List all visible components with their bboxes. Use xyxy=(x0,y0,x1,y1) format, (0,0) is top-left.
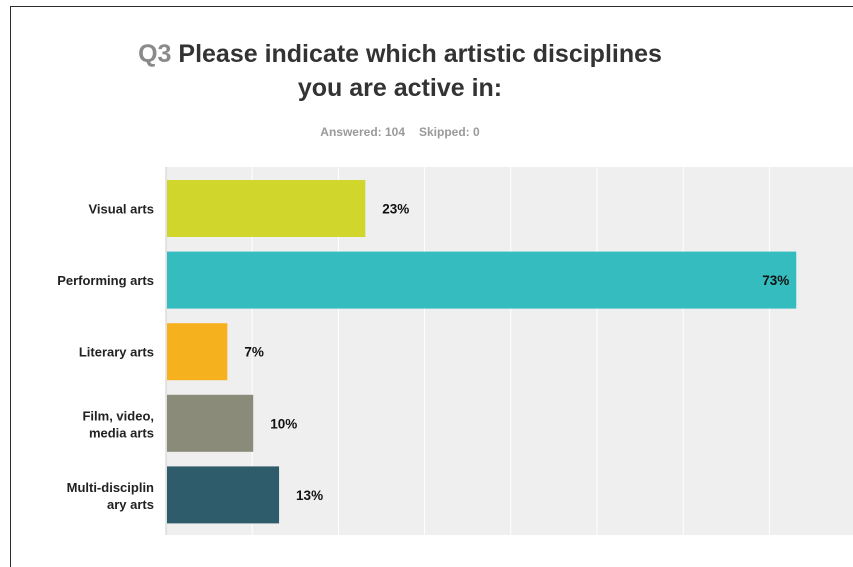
value-label: 13% xyxy=(296,488,323,503)
category-labels: Visual arts Performing arts Literary arts F… xyxy=(57,202,154,512)
question-text-line1: Please indicate which artistic disciplin… xyxy=(178,40,662,68)
value-labels: 23% 73% 7% 10% 13% xyxy=(244,202,789,503)
bar-chart: Visual arts Performing arts Literary arts F… xyxy=(57,167,853,535)
value-label: 7% xyxy=(244,345,264,360)
category-label: Literary arts xyxy=(79,345,154,360)
response-stats: Answered: 104 Skipped: 0 xyxy=(100,125,700,139)
category-label-line: Literary arts xyxy=(79,345,154,360)
category-label-line: Performing arts xyxy=(57,273,154,288)
bar xyxy=(167,323,228,381)
category-label-line: media arts xyxy=(89,425,154,440)
category-label-line: Film, video, xyxy=(82,408,154,423)
skipped-count: Skipped: 0 xyxy=(419,125,480,139)
bar xyxy=(167,251,797,309)
answered-count: Answered: 104 xyxy=(320,125,405,139)
question-text-line2: you are active in: xyxy=(297,74,503,102)
category-label: Film, video, media arts xyxy=(82,408,154,440)
category-label-line: ary arts xyxy=(107,497,154,512)
category-label: Performing arts xyxy=(57,273,154,288)
question-title-line1: Q3 Please indicate which artistic discip… xyxy=(100,37,700,71)
bars-group xyxy=(167,180,797,524)
value-label: 73% xyxy=(762,273,789,288)
category-label: Multi-disciplin ary arts xyxy=(67,480,154,512)
category-label-line: Multi-disciplin xyxy=(67,480,154,495)
bar xyxy=(167,180,366,237)
category-label: Visual arts xyxy=(88,202,154,217)
question-title: Q3 Please indicate which artistic discip… xyxy=(100,37,700,105)
value-label: 10% xyxy=(270,416,297,431)
bar xyxy=(167,466,280,524)
bar xyxy=(167,394,254,452)
value-label: 23% xyxy=(382,202,409,217)
category-label-line: Visual arts xyxy=(88,202,154,217)
question-number: Q3 xyxy=(138,40,172,68)
